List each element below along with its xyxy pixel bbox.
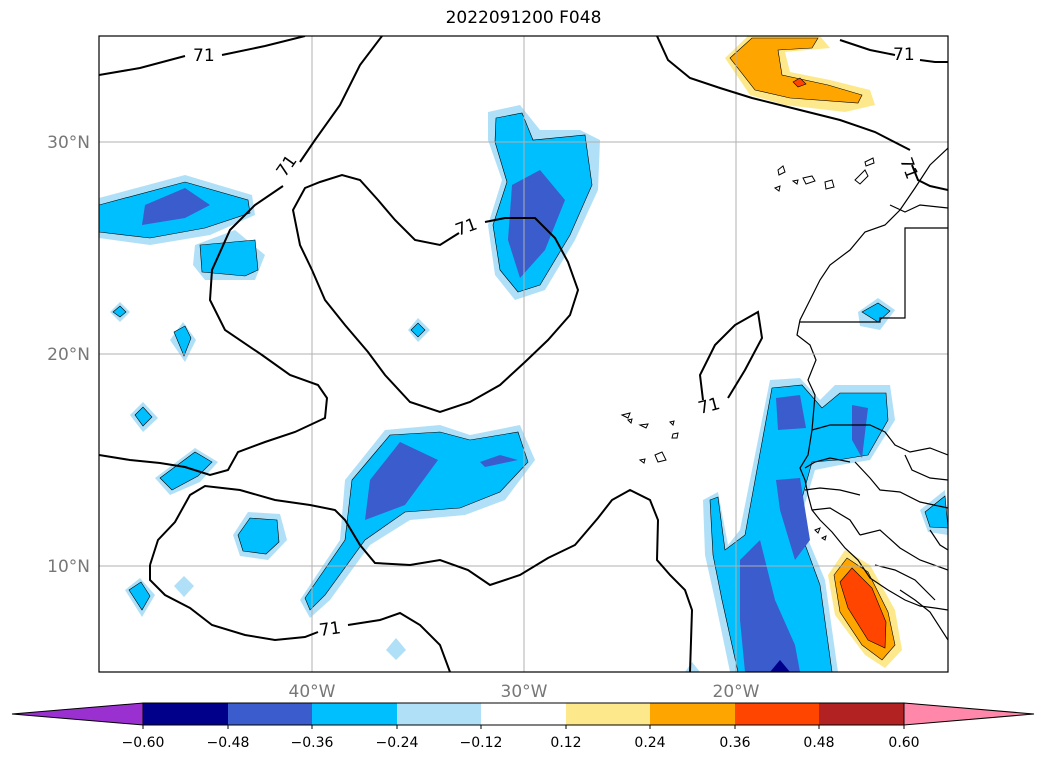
colorbar-tick-label: −0.36 (291, 735, 334, 751)
islands (620, 157, 875, 541)
colorbar-tick-label: 0.60 (888, 735, 919, 751)
positive-blob-south (828, 550, 902, 668)
colorbar-tick-label: −0.60 (122, 735, 165, 751)
colorbar-segment (312, 703, 397, 725)
colorbar-segment (228, 703, 312, 725)
coastlines (796, 147, 948, 641)
anomaly-blob-14n (300, 425, 535, 618)
lon-label-40w: 40°W (289, 682, 336, 702)
colorbar-segment (143, 703, 228, 725)
colorbar-tick-label: −0.24 (376, 735, 419, 751)
colorbar-extend-low (11, 702, 144, 726)
colorbar-tick-label: 0.24 (634, 735, 665, 751)
colorbar-segment (650, 703, 735, 725)
colorbar-outline (142, 702, 905, 726)
colorbar-segment (566, 703, 650, 725)
anomaly-blob-28n (488, 105, 600, 300)
contour-label: 71 (893, 45, 915, 65)
gridlines (99, 36, 948, 672)
colorbar-tick-label: −0.12 (460, 735, 503, 751)
colorbar-tick-label: −0.48 (207, 735, 250, 751)
small-cells (110, 298, 948, 660)
colorbar-tick-label: 0.12 (550, 735, 581, 751)
contour-label: 71 (318, 618, 342, 641)
lon-label-20w: 20°W (713, 682, 760, 702)
lat-label-30n: 30°N (47, 133, 90, 153)
colorbar-segment (735, 703, 819, 725)
longitude-labels: 40°W 30°W 20°W (289, 682, 760, 702)
colorbar-segment (397, 703, 481, 725)
map-panel: 71 71 71 71 71 71 71 (99, 36, 948, 672)
anomaly-blob-west-26n (99, 175, 255, 245)
colorbar-tick-label: 0.48 (803, 735, 834, 751)
map-title: 2022091200 F048 (445, 8, 602, 28)
lat-label-20n: 20°N (47, 345, 90, 365)
colorbar-extend-high (903, 702, 1035, 726)
colorbar-segment (481, 703, 566, 725)
contour-label: 71 (193, 46, 215, 66)
colorbar-segment (819, 703, 904, 725)
colorbar: −0.60 −0.48 −0.36 −0.24 −0.12 0.12 0.24 0.36 0.4… (11, 702, 1035, 751)
anomaly-blob-24n (193, 230, 265, 280)
latitude-labels: 30°N 20°N 10°N (47, 133, 90, 577)
map-border (98, 35, 949, 673)
anomaly-blob-east-band (685, 378, 895, 672)
colorbar-tick-label: 0.36 (719, 735, 750, 751)
lat-label-10n: 10°N (47, 557, 90, 577)
contour-lines (99, 36, 948, 672)
lon-label-30w: 30°W (501, 682, 548, 702)
positive-blob-north (725, 36, 875, 112)
